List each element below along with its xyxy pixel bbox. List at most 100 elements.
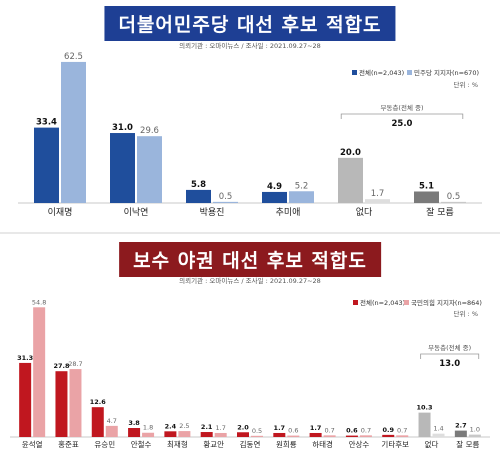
data-label: 31.0: [112, 123, 133, 133]
category-label: 하태경: [312, 439, 333, 449]
data-label: 1.7: [216, 424, 226, 432]
bar: [34, 127, 59, 203]
bar: [345, 435, 358, 437]
data-label: 5.8: [191, 180, 206, 190]
data-label: 54.8: [32, 298, 46, 306]
data-label: 1.4: [433, 425, 443, 433]
bar: [128, 428, 141, 437]
category-label: 안철수: [131, 439, 152, 449]
chart-panel-democratic: 더불어민주당 대선 후보 적합도 의뢰기관 : 오마이뉴스 / 조사일 : 20…: [18, 6, 482, 218]
category-label: 이재명: [48, 207, 73, 218]
bar: [164, 431, 177, 437]
bar: [237, 432, 249, 437]
legend-label: 전체(n=2,043): [359, 68, 404, 77]
legend-label: 민주당 지지자(n=670): [414, 68, 479, 77]
bar: [262, 191, 287, 203]
data-label: 2.1: [201, 423, 213, 431]
data-label: 1.7: [274, 424, 286, 432]
annotation-label: 부동층(전체 중): [380, 103, 423, 112]
bar: [55, 371, 68, 437]
data-label: 1.7: [371, 189, 385, 199]
data-label: 0.6: [346, 427, 358, 435]
chart-source-note: 의뢰기관 : 오마이뉴스 / 조사일 : 2021.09.27~28: [179, 42, 321, 50]
chart-title: 더불어민주당 대선 후보 적합도: [104, 6, 396, 41]
bar: [142, 432, 155, 437]
data-label: 1.8: [143, 424, 153, 432]
bar: [69, 369, 82, 437]
data-label: 4.7: [107, 417, 117, 425]
bar: [287, 435, 300, 437]
bar: [110, 133, 135, 203]
legend-label: 국민의힘 지지자(n=864): [411, 298, 482, 307]
data-label: 0.5: [219, 192, 233, 202]
legend-swatch: [404, 300, 409, 305]
bar: [33, 307, 46, 437]
data-label: 2.4: [165, 422, 177, 430]
category-label: 이낙연: [124, 207, 149, 218]
data-label: 33.4: [36, 118, 57, 128]
category-label: 없다: [356, 207, 373, 218]
bar: [200, 432, 213, 437]
bar: [418, 412, 431, 437]
category-label: 기타후보: [381, 440, 409, 449]
bar: [289, 191, 314, 203]
bar: [454, 430, 467, 437]
bar: [323, 435, 336, 437]
data-label: 2.0: [237, 423, 249, 431]
bar: [214, 432, 227, 437]
data-label: 4.9: [267, 182, 282, 192]
annotation-label: 부동층(전체 중): [428, 343, 471, 352]
data-label: 0.6: [288, 427, 298, 435]
bar: [137, 136, 162, 203]
data-label: 0.7: [324, 426, 334, 434]
bar: [432, 433, 445, 437]
category-label: 윤석열: [22, 439, 43, 449]
data-label: 0.7: [361, 426, 371, 434]
data-label: 31.3: [17, 354, 33, 362]
category-label: 안상수: [349, 439, 370, 449]
category-label: 추미애: [276, 207, 301, 218]
chart-source-note: 의뢰기관 : 오마이뉴스 / 조사일 : 2021.09.27~28: [179, 277, 321, 285]
data-label: 3.8: [128, 419, 140, 427]
annotation-bracket: [420, 353, 480, 359]
annotation-value: 13.0: [439, 359, 460, 369]
category-label: 최재형: [167, 439, 188, 449]
data-label: 0.7: [397, 426, 407, 434]
category-label: 박용진: [200, 207, 225, 218]
bar: [309, 432, 322, 437]
bar: [365, 199, 390, 203]
category-label: 홍준표: [58, 439, 79, 449]
data-label: 20.0: [340, 148, 361, 158]
data-label: 12.6: [90, 398, 107, 406]
data-label: 5.1: [419, 181, 434, 191]
data-label: 28.7: [68, 360, 82, 368]
bar: [251, 435, 263, 437]
unit-label: 단위 : %: [454, 309, 478, 318]
category-label: 원희룡: [276, 439, 297, 449]
data-label: 0.5: [252, 427, 262, 435]
chart-title: 보수 야권 대선 후보 적합도: [119, 242, 381, 277]
data-label: 2.7: [455, 422, 467, 430]
bar: [441, 201, 466, 203]
bar: [213, 201, 238, 203]
bar: [414, 191, 439, 203]
legend-swatch: [353, 300, 358, 305]
data-label: 29.6: [140, 126, 159, 136]
legend-label: 전체(n=2,043): [360, 298, 405, 307]
annotation-value: 25.0: [392, 119, 413, 129]
data-label: 5.2: [295, 181, 309, 191]
category-label: 없다: [425, 440, 439, 449]
data-label: 2.5: [179, 422, 189, 430]
data-label: 27.8: [53, 362, 70, 370]
data-label: 0.9: [382, 426, 394, 434]
bar: [91, 407, 104, 437]
data-label: 1.7: [310, 424, 322, 432]
bar: [273, 432, 286, 437]
category-label: 잘 모름: [426, 206, 454, 218]
data-label: 10.3: [417, 404, 433, 412]
bar: [359, 435, 372, 437]
category-label: 유승민: [94, 439, 115, 449]
bar: [178, 431, 191, 437]
panel-divider: [0, 232, 500, 234]
bar: [19, 362, 32, 437]
